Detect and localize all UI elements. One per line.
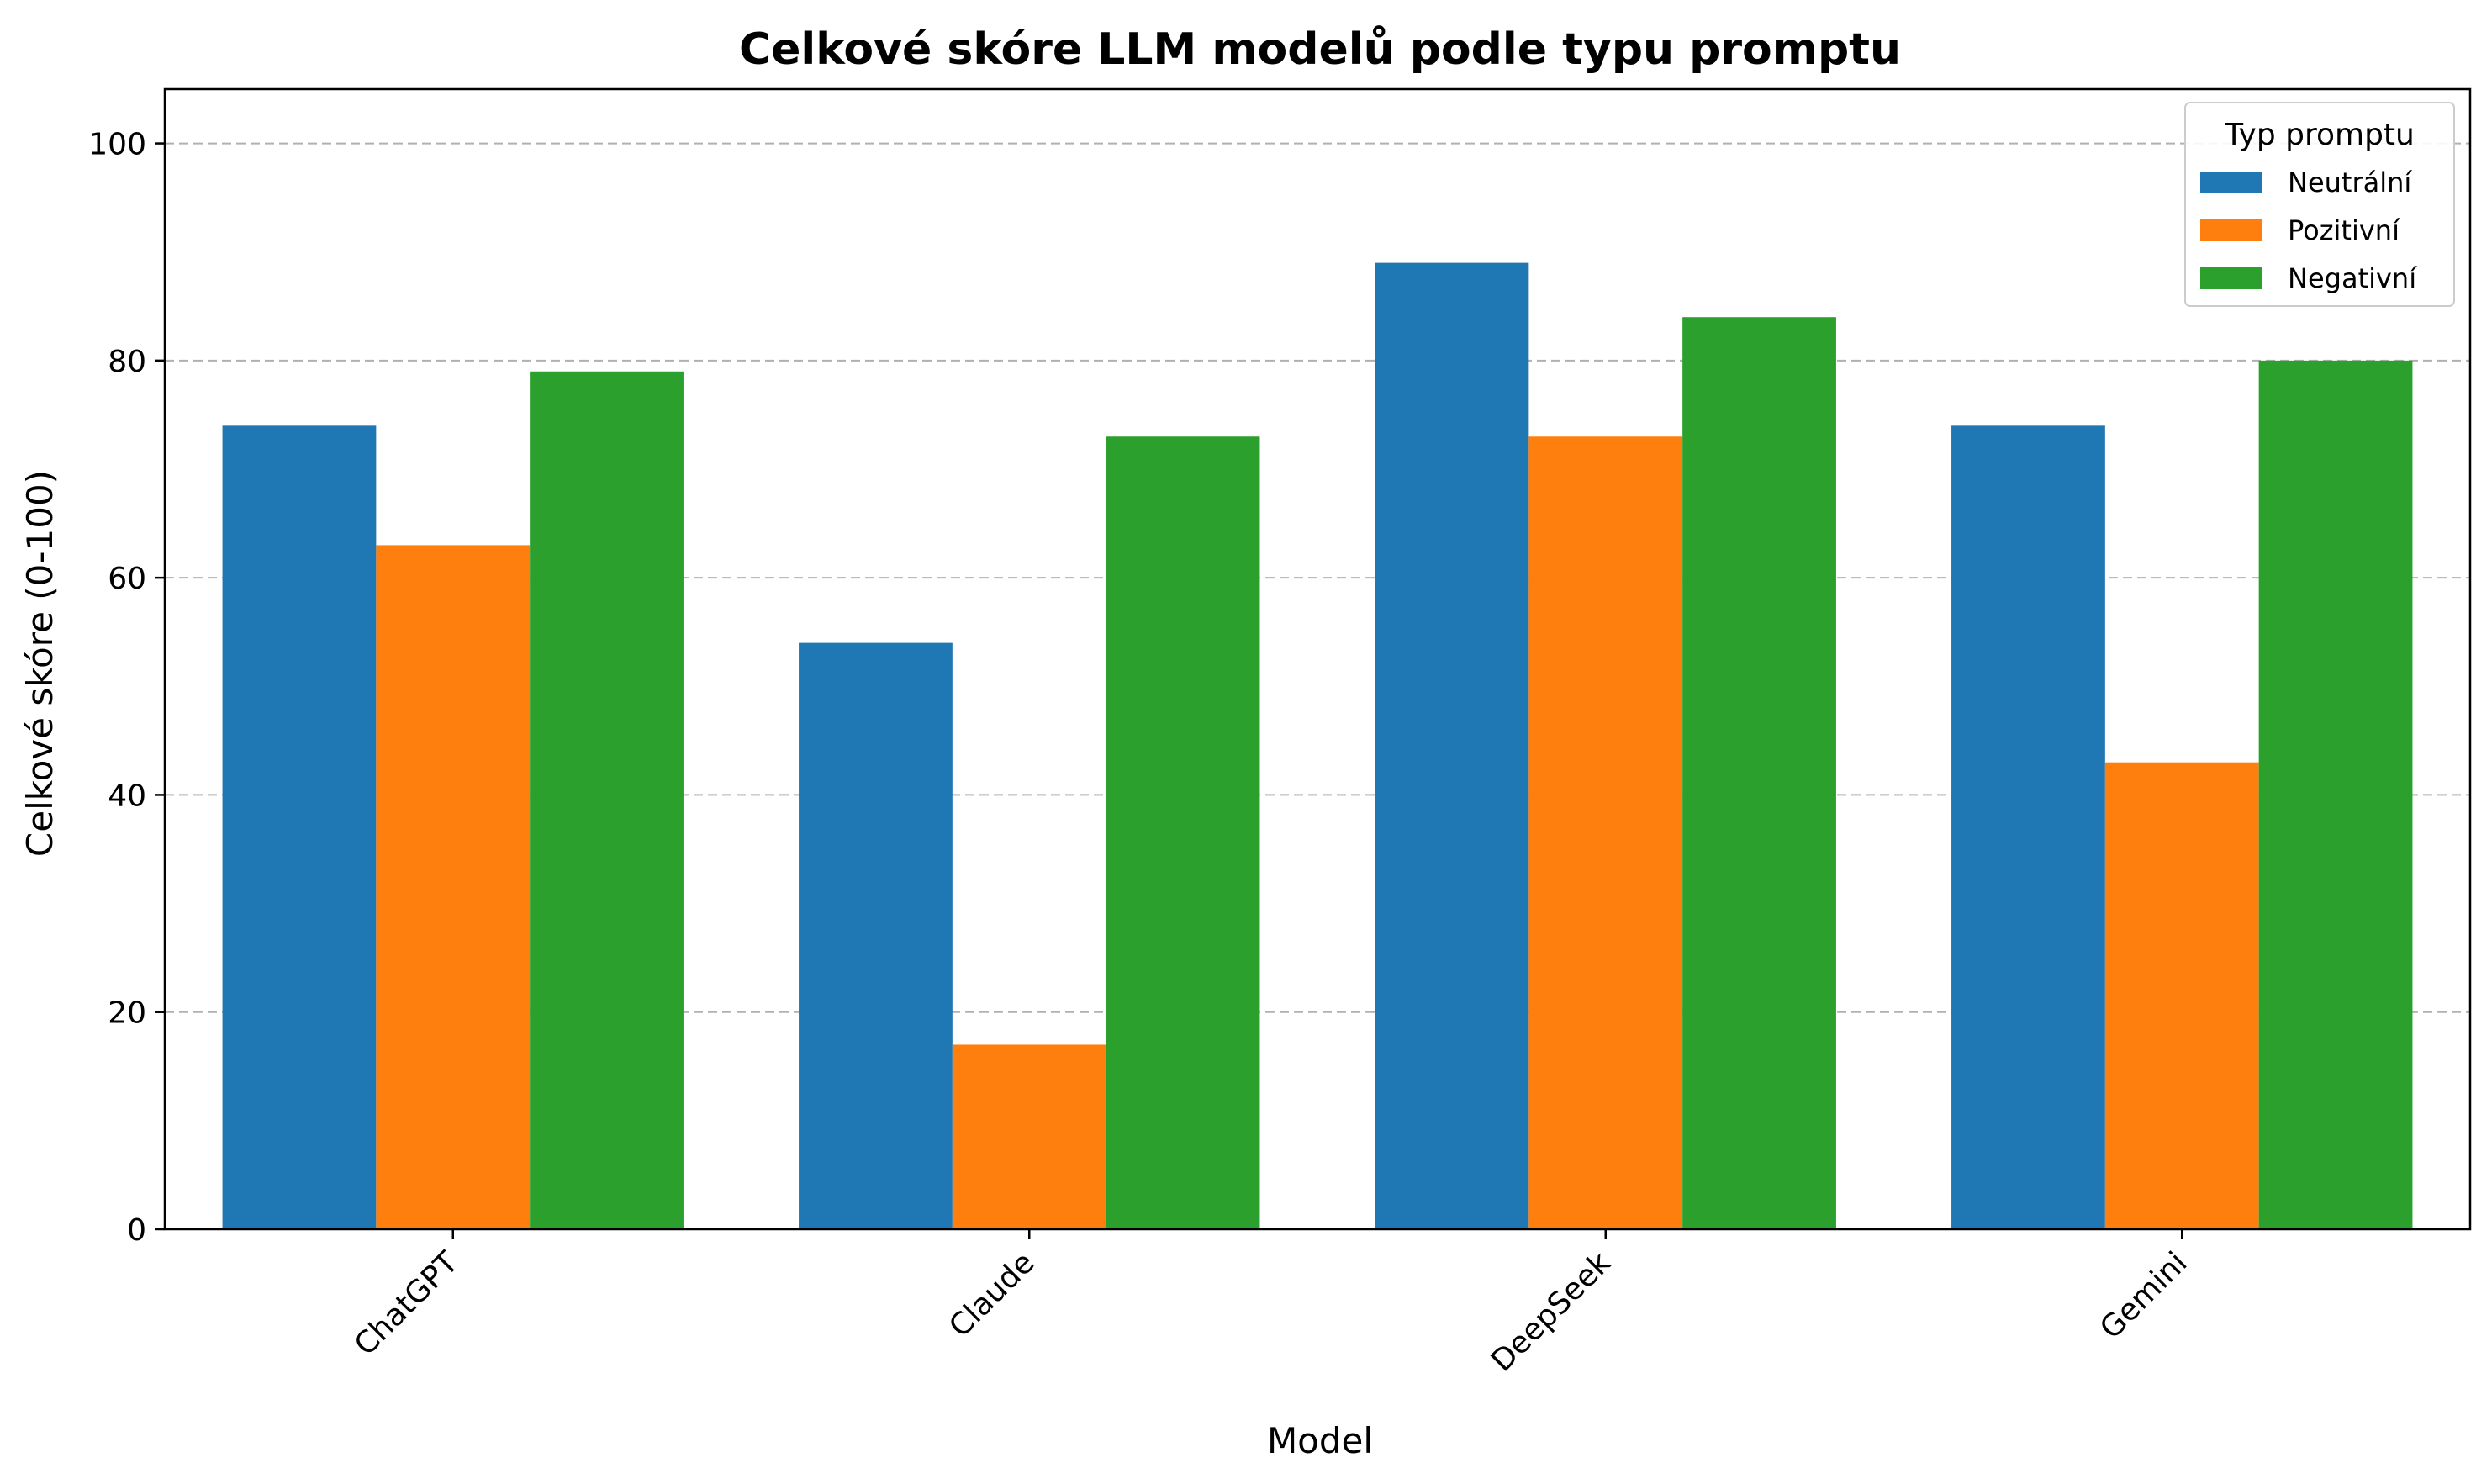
bar-deepseek-1	[1375, 262, 1529, 1230]
bars	[222, 262, 2413, 1230]
bar-gemini-2	[2104, 762, 2259, 1229]
x-axis-ticks: ChatGPT Claude DeepSeek Gemini	[348, 1229, 2194, 1379]
plot-frame	[163, 87, 2472, 1231]
x-tick-label: DeepSeek	[1485, 1245, 1618, 1378]
y-tick-label: 20	[108, 996, 146, 1031]
bar-chatgpt-2	[376, 545, 531, 1229]
y-tick-label: 100	[88, 128, 146, 162]
legend-label: Neutrální	[2288, 166, 2412, 198]
bar-deepseek-3	[1682, 317, 1836, 1230]
bar-claude-3	[1106, 436, 1260, 1229]
x-tick-label: ChatGPT	[348, 1245, 466, 1363]
y-tick-label: 40	[108, 779, 146, 813]
bar-gemini-3	[2258, 360, 2413, 1229]
bar-chatgpt-3	[530, 371, 684, 1229]
legend-swatch	[2200, 172, 2262, 193]
bar-claude-1	[799, 642, 953, 1229]
y-axis-label: Celkové skóre (0-100)	[19, 470, 61, 857]
legend-box	[2184, 102, 2455, 307]
x-axis-label: Model	[1267, 1420, 1373, 1461]
bar-chatgpt-1	[222, 425, 377, 1229]
y-tick-label: 60	[108, 562, 146, 596]
legend-label: Negativní	[2288, 262, 2417, 294]
y-tick-label: 80	[108, 345, 146, 379]
bar-claude-2	[952, 1044, 1106, 1229]
x-tick-label: Claude	[942, 1245, 1041, 1344]
legend-title: Typ promptu	[2224, 118, 2415, 152]
x-tick-label: Gemini	[2093, 1245, 2194, 1345]
legend-swatch	[2200, 267, 2262, 289]
legend-swatch	[2200, 219, 2262, 241]
y-tick-label: 0	[127, 1213, 146, 1248]
legend-label: Pozitivní	[2288, 214, 2400, 246]
legend: Typ promptu Neutrální Pozitivní Negativní	[2184, 102, 2455, 307]
y-axis-ticks: 0 20 40 60 80 100	[88, 128, 165, 1248]
chart-title: Celkové skóre LLM modelů podle typu prom…	[739, 24, 1901, 75]
bar-deepseek-2	[1528, 436, 1683, 1229]
legend-items: Neutrální Pozitivní Negativní	[2200, 166, 2417, 294]
bar-gemini-1	[1951, 425, 2105, 1229]
